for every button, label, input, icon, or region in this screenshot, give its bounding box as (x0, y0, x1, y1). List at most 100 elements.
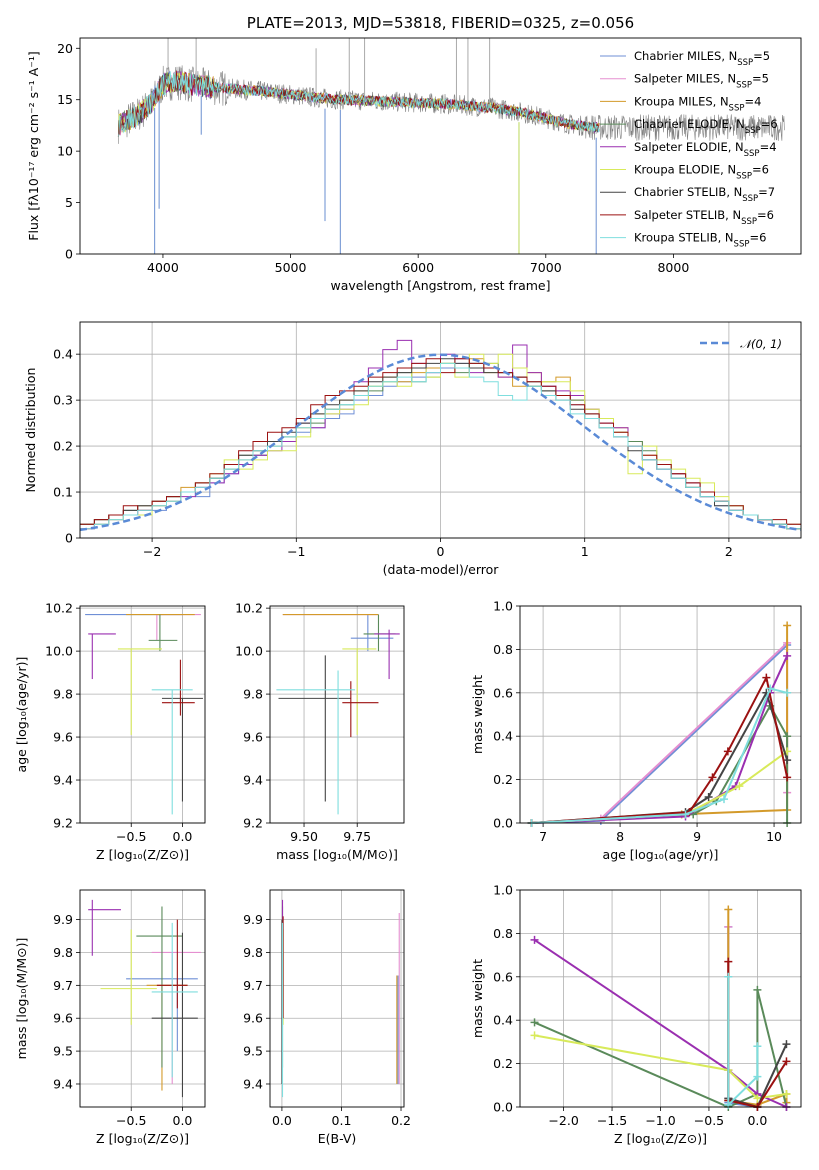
x-tick-label: 7 (539, 829, 547, 844)
x-axis-label: E(B-V) (318, 1131, 357, 1146)
weight-marker (753, 985, 762, 994)
x-tick-label: −0.5 (116, 1113, 146, 1128)
x-tick-label: 0.0 (272, 1113, 292, 1128)
weight-marker (783, 651, 792, 660)
y-tick-label: 9.2 (243, 816, 263, 831)
y-tick-label: 10.0 (235, 644, 263, 659)
weight-marker (753, 1072, 762, 1081)
weight-marker (681, 810, 690, 819)
x-tick-label: 10 (766, 829, 782, 844)
panel-weight_vs_age: 7 8 9 10 0.0 0.2 0.4 0.6 0.8 1.0 age [log₁₀(age/yr… (470, 599, 802, 862)
y-axis-label: mass weight (470, 959, 485, 1038)
weight-marker (783, 621, 792, 630)
x-tick-label: 9 (693, 829, 701, 844)
x-tick-label: 6000 (402, 260, 434, 275)
x-tick-label: 4000 (147, 260, 179, 275)
x-tick-label: −1 (287, 544, 305, 559)
y-tick-label: 10 (57, 144, 73, 159)
plot-area-age_vs_mass (276, 614, 400, 815)
legend-entry: Kroupa MILES, NSSP=4 (634, 94, 761, 113)
x-tick-label: −1.0 (645, 1113, 675, 1128)
panel-spectrum: 4000 5000 6000 7000 8000 0 5 10 15 20 PLATE=2013, … (26, 14, 802, 293)
weight-marker (724, 957, 733, 966)
weight-marker (783, 773, 792, 782)
x-axis-label: mass [log₁₀(M/M⊙)] (276, 847, 398, 862)
y-tick-label: 9.4 (53, 773, 73, 788)
weight-marker (766, 684, 775, 693)
x-tick-label: −2 (143, 544, 161, 559)
y-tick-label: 9.5 (243, 1044, 263, 1059)
y-tick-label: 15 (57, 92, 73, 107)
y-tick-label: 0.8 (493, 642, 513, 657)
plot-area-weight_vs_z (530, 905, 791, 1111)
y-tick-label: 0.3 (53, 393, 73, 408)
legend-count: =6 (749, 231, 766, 245)
chart-title: PLATE=2013, MJD=53818, FIBERID=0325, z=0… (247, 14, 634, 32)
x-tick-label: 0.0 (173, 1113, 193, 1128)
weight-marker (783, 688, 792, 697)
y-tick-label: 0.2 (493, 772, 513, 787)
y-tick-label: 20 (57, 41, 73, 56)
weight-marker (782, 1040, 791, 1049)
weight-marker (783, 732, 792, 741)
axes-frame (79, 321, 802, 539)
legend-entry: Chabrier MILES, NSSP=5 (634, 49, 770, 68)
y-tick-label: 10.2 (45, 601, 73, 616)
x-tick-label: 1 (581, 544, 589, 559)
y-tick-label: 9.4 (53, 1076, 73, 1091)
legend-subscript: SSP (736, 172, 752, 182)
x-tick-label: −1.5 (597, 1113, 627, 1128)
y-tick-label: 9.8 (53, 687, 73, 702)
x-axis-label: (data-model)/error (383, 562, 500, 577)
legend-count: =6 (761, 117, 778, 131)
axes-frame (79, 889, 206, 1108)
weight-marker (530, 935, 539, 944)
axes-frame (269, 605, 405, 824)
weight-marker (724, 905, 733, 914)
y-tick-label: 9.8 (243, 687, 263, 702)
panel-age_vs_z: −0.5 0.0 9.2 9.4 9.6 9.8 10.0 10.2 Z [log₁₀(Z/Z⊙… (14, 601, 206, 862)
x-tick-label: 0.1 (332, 1113, 352, 1128)
gaussian-curve (80, 353, 801, 532)
axes-frame (79, 37, 802, 255)
weight-series (531, 640, 789, 824)
x-tick-label: 8 (616, 829, 624, 844)
y-tick-label: 0.2 (53, 439, 73, 454)
x-tick-label: 9.75 (343, 829, 371, 844)
legend-entry: Salpeter STELIB, NSSP=6 (634, 208, 774, 227)
x-tick-label: 0.2 (391, 1113, 411, 1128)
y-axis-label: mass weight (470, 675, 485, 754)
weight-series (534, 1034, 787, 1100)
y-tick-label: 9.7 (53, 978, 73, 993)
y-tick-label: 9.6 (243, 1011, 263, 1026)
weight-marker (735, 782, 744, 791)
weight-marker (530, 1018, 539, 1027)
y-tick-label: 10.0 (45, 644, 73, 659)
y-axis-label: mass [log₁₀(M/M⊙)] (14, 938, 29, 1060)
weight-marker (530, 1031, 539, 1040)
y-tick-label: 9.8 (53, 945, 73, 960)
y-tick-label: 9.6 (53, 730, 73, 745)
y-tick-label: 10.2 (235, 601, 263, 616)
model-spectrum (117, 70, 600, 137)
weight-marker (762, 673, 771, 682)
grid-mass_vs_z (80, 890, 205, 1107)
plot-area-mass_vs_ebv (281, 899, 400, 1098)
weight-marker (704, 792, 713, 801)
axes-frame (79, 605, 206, 824)
plot-area-spectrum (117, 38, 785, 254)
y-tick-label: 9.2 (53, 816, 73, 831)
y-tick-label: 9.4 (243, 1076, 263, 1091)
y-tick-label: 5 (65, 195, 73, 210)
panel-weight_vs_z: −2.0 −1.5 −1.0 −0.5 0.0 0.0 0.2 0.4 0.6 0.8 1.0 Z [… (470, 883, 802, 1146)
panel-mass_vs_z: −0.5 0.0 9.4 9.5 9.6 9.7 9.8 9.9 Z [log₁₀(Z/Z⊙)]… (14, 889, 206, 1146)
y-tick-label: 0.8 (493, 926, 513, 941)
x-axis-label: Z [log₁₀(Z/Z⊙)] (614, 1131, 707, 1146)
x-axis-label: Z [log₁₀(Z/Z⊙)] (96, 847, 189, 862)
x-tick-label: −0.5 (694, 1113, 724, 1128)
weight-marker (708, 773, 717, 782)
y-tick-label: 9.4 (243, 773, 263, 788)
y-axis-label: Normed distribution (23, 368, 38, 493)
x-tick-label: 2 (725, 544, 733, 559)
x-tick-label: 0 (437, 544, 445, 559)
